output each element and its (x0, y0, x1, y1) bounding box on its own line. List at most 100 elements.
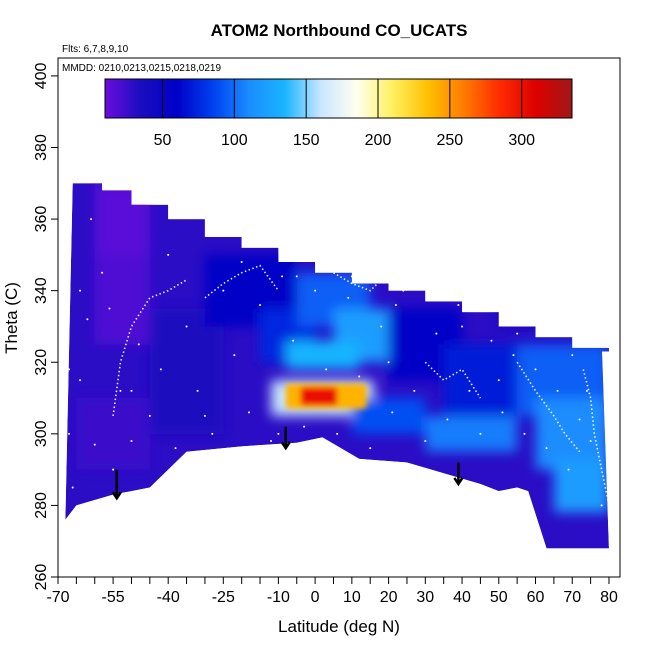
sample-point (159, 368, 162, 371)
sample-point (350, 275, 353, 278)
sample-point (137, 343, 140, 346)
sample-point (108, 307, 111, 310)
sample-points (68, 218, 610, 507)
sample-point (497, 379, 500, 382)
x-tick-label: -55 (102, 589, 125, 606)
heatmap-hot-group (285, 383, 367, 409)
sample-point (233, 354, 236, 357)
sample-point (325, 368, 328, 371)
colorbar-tick-label: 200 (365, 132, 392, 149)
sample-point (523, 432, 526, 435)
heatmap-cell (149, 308, 224, 434)
y-tick-label: 380 (33, 134, 50, 161)
chart-title: ATOM2 Northbound CO_UCATS (211, 21, 468, 40)
sample-point (222, 289, 225, 292)
heatmap-cell (425, 415, 518, 452)
heatmap-hot-cell (300, 387, 338, 406)
colorbar-tick-label: 250 (437, 132, 464, 149)
sample-point (336, 432, 339, 435)
y-axis: 260 280 300 320 340 360 380 400 (33, 62, 58, 590)
x-tick-label: 0 (311, 589, 320, 606)
sample-point (600, 504, 603, 507)
heatmap-cell (285, 340, 360, 370)
sample-point (314, 289, 317, 292)
sample-point (93, 443, 96, 446)
x-tick-label: 50 (490, 589, 508, 606)
y-tick-label: 320 (33, 349, 50, 376)
arrow-head (280, 441, 291, 451)
sample-point (101, 271, 104, 274)
sample-point (516, 332, 519, 335)
flight-track (204, 264, 280, 299)
sample-point (512, 354, 515, 357)
heatmap-cell (535, 398, 609, 470)
sample-point (90, 218, 93, 221)
sample-point (589, 439, 592, 442)
sample-point (585, 389, 588, 392)
x-tick-label: 40 (453, 589, 471, 606)
x-tick-label: 60 (527, 589, 545, 606)
sample-point (571, 354, 574, 357)
y-tick-label: 360 (33, 206, 50, 233)
x-axis: -70 -55 -40 -25 -10 0 10 20 30 40 50 60 70 80 (46, 577, 618, 606)
sample-point (292, 339, 295, 342)
heatmap-cell (553, 458, 609, 513)
sample-point (567, 468, 570, 471)
x-tick-label: 80 (600, 589, 618, 606)
heatmap-cell (498, 283, 609, 327)
y-tick-label: 260 (33, 564, 50, 591)
sample-point (446, 418, 449, 421)
sample-point (556, 389, 559, 392)
sample-point (240, 261, 243, 264)
sample-point (402, 289, 405, 292)
x-tick-label: 30 (416, 589, 434, 606)
sample-point (578, 418, 581, 421)
sample-point (607, 461, 610, 464)
sample-point (435, 332, 438, 335)
heatmap-cell (94, 183, 150, 255)
sample-point (281, 275, 284, 278)
sample-point (501, 411, 504, 414)
sample-point (303, 425, 306, 428)
sample-point (79, 379, 82, 382)
x-tick-label: 70 (563, 589, 581, 606)
arrow-head (111, 491, 122, 501)
colorbar-tick-label: 300 (508, 132, 535, 149)
x-tick-label: -10 (267, 589, 290, 606)
sample-point (369, 447, 372, 450)
x-tick-label: -40 (157, 589, 180, 606)
y-tick-label: 340 (33, 277, 50, 304)
y-tick-label: 400 (33, 62, 50, 89)
y-tick-label: 300 (33, 420, 50, 447)
sample-point (130, 389, 133, 392)
flight-track (112, 279, 187, 417)
x-tick-label: -25 (212, 589, 235, 606)
colorbar-tick-label: 150 (293, 132, 320, 149)
sample-point (79, 289, 82, 292)
sample-point (545, 447, 548, 450)
sample-point (413, 389, 416, 392)
sample-point (130, 439, 133, 442)
flights-label: Flts: 6,7,8,9,10 (62, 44, 129, 55)
flight-track (516, 361, 581, 453)
sample-point (270, 439, 273, 442)
colorbar-tick-label: 50 (154, 132, 172, 149)
x-tick-label: -70 (46, 589, 69, 606)
sample-point (457, 303, 460, 306)
sample-point (203, 414, 206, 417)
sample-point (387, 361, 390, 364)
y-axis-label: Theta (C) (2, 282, 21, 354)
sample-point (380, 325, 383, 328)
sample-point (468, 389, 471, 392)
sample-point (196, 389, 199, 392)
sample-point (277, 432, 280, 435)
colorbar (104, 78, 573, 119)
sample-point (185, 325, 188, 328)
sample-point (259, 303, 262, 306)
sample-point (479, 432, 482, 435)
dates-label: MMDD: 0210,0213,0215,0218,0219 (62, 63, 221, 74)
sample-point (71, 486, 74, 489)
sample-point (174, 447, 177, 450)
sample-point (347, 296, 350, 299)
